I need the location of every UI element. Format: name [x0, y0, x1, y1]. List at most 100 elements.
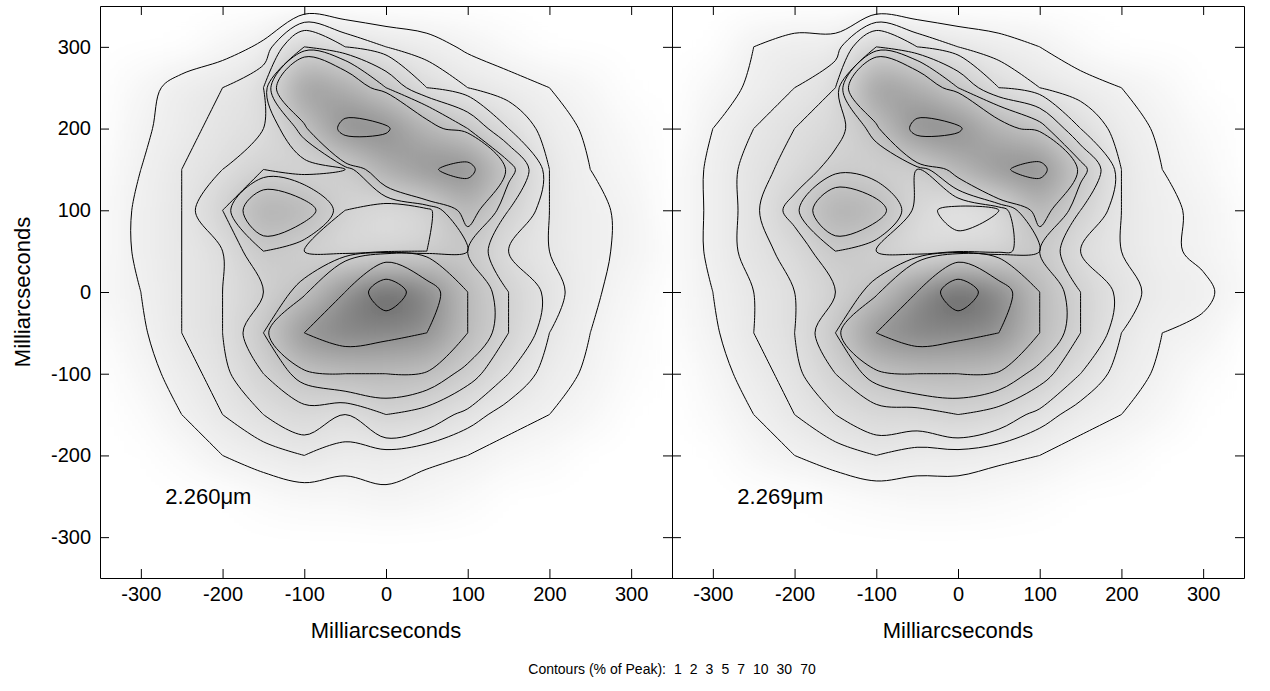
- image-cell: [161, 108, 202, 149]
- image-cell: [488, 6, 529, 27]
- tick: [672, 374, 681, 375]
- image-cell: [1142, 108, 1183, 149]
- image-cell: [1101, 108, 1142, 149]
- tick: 0: [953, 569, 964, 605]
- tick: -300: [121, 569, 161, 605]
- image-cell: [406, 108, 447, 149]
- image-cell: [938, 149, 979, 190]
- image-cell: [672, 231, 693, 272]
- caption-level: 70: [800, 661, 816, 677]
- tick-mark: [958, 6, 959, 15]
- image-cell: [611, 272, 652, 313]
- tick: [1235, 210, 1244, 211]
- tick-mark: [672, 455, 681, 456]
- tick: [223, 6, 224, 15]
- tick-mark: [713, 6, 714, 15]
- image-cell: [978, 558, 1019, 578]
- image-cell: [325, 231, 366, 272]
- image-cell: [488, 476, 529, 517]
- image-cell: [1142, 476, 1183, 517]
- image-cell: [1142, 231, 1183, 272]
- image-cell: [488, 435, 529, 476]
- image-cell: [243, 517, 284, 558]
- image-cell: [611, 231, 652, 272]
- tick-mark: [386, 569, 387, 578]
- image-cell: [672, 190, 693, 231]
- tick-mark: [663, 455, 672, 456]
- contour-line: [223, 47, 529, 415]
- tick: [663, 455, 672, 456]
- image-cell: [611, 435, 652, 476]
- tick: -200: [775, 569, 815, 605]
- image-cell: [202, 517, 243, 558]
- image-cell: [652, 476, 672, 517]
- tick-label: 300: [58, 36, 91, 58]
- image-cell: [447, 26, 488, 67]
- image-cell: [1224, 517, 1244, 558]
- image-cell: [1183, 6, 1224, 27]
- image-cell: [161, 517, 202, 558]
- image-cell: [202, 6, 243, 27]
- axis: [672, 7, 681, 579]
- image-cell: [1060, 558, 1101, 578]
- image-cell: [100, 231, 121, 272]
- image-cell: [1142, 353, 1183, 394]
- image-cell: [488, 558, 529, 578]
- tick-mark: [663, 210, 672, 211]
- tick: [631, 6, 632, 15]
- image-cell: [692, 149, 733, 190]
- image-cell: [611, 517, 652, 558]
- image-cell: [1183, 476, 1224, 517]
- image-cell: [284, 558, 325, 578]
- image-cell: [652, 272, 672, 313]
- caption-level: 2: [690, 661, 698, 677]
- image-cell: [856, 476, 897, 517]
- image-cell: [406, 353, 447, 394]
- image-cell: [100, 353, 121, 394]
- caption-label: Contours (% of Peak):: [528, 661, 666, 677]
- axis: [1235, 7, 1245, 579]
- image-cell: [815, 149, 856, 190]
- image-cell: [938, 476, 979, 517]
- image-cell: [1183, 353, 1224, 394]
- image-cell: [672, 272, 693, 313]
- image-cell: [406, 149, 447, 190]
- image-cell: [897, 231, 938, 272]
- image-cell: [570, 476, 611, 517]
- tick: [663, 47, 672, 48]
- image-cell: [120, 558, 161, 578]
- image-cell: [672, 558, 693, 578]
- contour-line: [760, 30, 1116, 437]
- image-cell: [978, 108, 1019, 149]
- image-cell: [570, 558, 611, 578]
- tick: [549, 6, 550, 15]
- caption-level: 30: [777, 661, 793, 677]
- image-cell: [856, 67, 897, 108]
- image-cell: [815, 26, 856, 67]
- image-cell: [284, 149, 325, 190]
- image-cell: [161, 26, 202, 67]
- tick-mark: [304, 569, 305, 578]
- image-cell: [611, 6, 652, 27]
- image-cell: [161, 353, 202, 394]
- image-cell: [672, 476, 693, 517]
- tick: [672, 47, 681, 48]
- image-cell: [1060, 67, 1101, 108]
- tick-mark: [1121, 569, 1122, 578]
- contours: [131, 13, 613, 484]
- image-cell: [652, 394, 672, 435]
- tick-mark: [468, 6, 469, 15]
- image-cell: [897, 108, 938, 149]
- image-cell: [978, 272, 1019, 313]
- tick: 100: [58, 199, 109, 221]
- image-cell: [1019, 558, 1060, 578]
- image-cell: [611, 476, 652, 517]
- image-cell: [815, 108, 856, 149]
- image-cell: [406, 6, 447, 27]
- tick: [1235, 455, 1244, 456]
- tick-mark: [100, 292, 109, 293]
- image-cell: [570, 26, 611, 67]
- image-cell: [284, 353, 325, 394]
- tick-label: 300: [1187, 583, 1220, 605]
- tick-mark: [672, 374, 681, 375]
